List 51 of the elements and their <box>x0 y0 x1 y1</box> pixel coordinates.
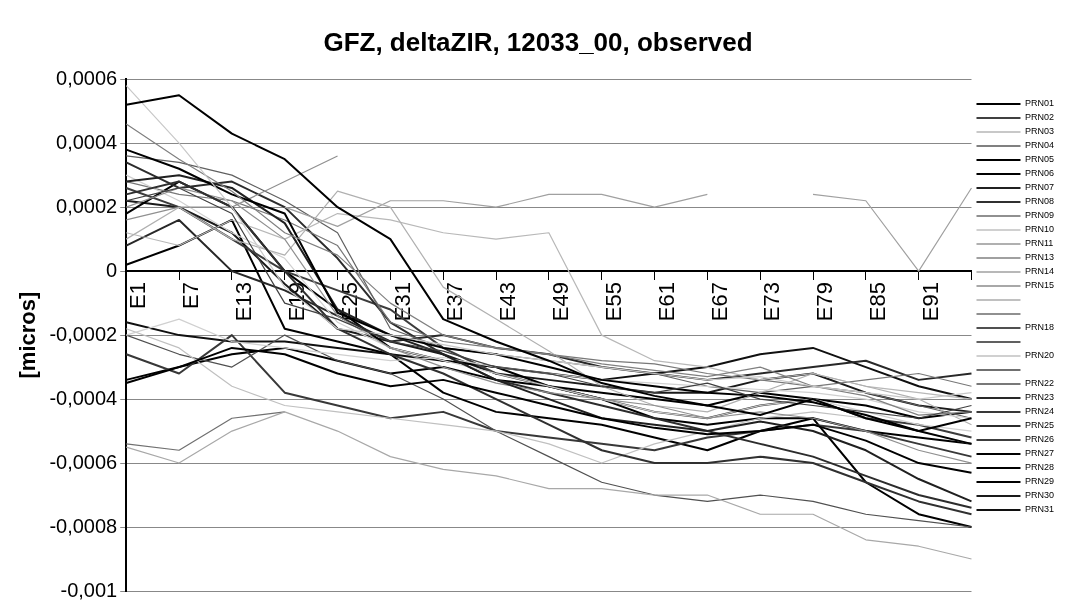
legend-label: PRN14 <box>1024 266 1054 277</box>
y-tick-label: 0,0004 <box>56 130 118 153</box>
legend-label: PRN29 <box>1024 476 1054 487</box>
legend-label: PRN31 <box>1024 504 1054 515</box>
legend-label: PRN13 <box>1024 252 1054 263</box>
legend-label: PRN10 <box>1024 224 1054 235</box>
legend-label: PRN22 <box>1024 378 1054 389</box>
x-tick-label: E43 <box>495 282 521 322</box>
legend-label: PRN25 <box>1024 420 1054 431</box>
legend-label: PRN23 <box>1024 392 1054 403</box>
y-tick-label: 0 <box>106 258 118 281</box>
x-tick-label: E37 <box>442 282 468 322</box>
legend-label: PRN02 <box>1024 112 1054 123</box>
y-tick-label: 0,0006 <box>56 66 118 89</box>
y-tick-label: -0,0004 <box>49 386 118 409</box>
y-tick-label: 0,0002 <box>56 194 118 217</box>
legend-label: PRN04 <box>1024 140 1054 151</box>
y-tick-label: -0,0002 <box>49 322 118 345</box>
x-tick-label: E61 <box>653 282 679 322</box>
y-tick-label: -0,0008 <box>49 514 118 537</box>
x-tick-label: E31 <box>389 282 415 322</box>
y-axis-title: [micros] <box>15 291 41 379</box>
legend-label: PRN01 <box>1024 98 1054 109</box>
x-tick-label: E79 <box>812 282 838 322</box>
x-tick-label: E91 <box>917 282 943 322</box>
x-tick-label: E67 <box>706 282 732 322</box>
legend-label: PRN09 <box>1024 210 1054 221</box>
y-tick-label: -0,0006 <box>49 450 118 473</box>
legend-label: PRN08 <box>1024 196 1054 207</box>
x-tick-label: E7 <box>178 282 204 310</box>
legend-label: PRN15 <box>1024 280 1054 291</box>
x-tick-label: E13 <box>231 282 257 322</box>
legend-label: PRN20 <box>1024 350 1054 361</box>
legend-label: PRN30 <box>1024 490 1054 501</box>
legend-label: PRN03 <box>1024 126 1054 137</box>
legend-label: PRN11 <box>1024 238 1054 249</box>
x-tick-label: E1 <box>125 282 151 310</box>
legend-label: PRN26 <box>1024 434 1054 445</box>
y-tick-label: -0,001 <box>60 578 118 601</box>
legend-label: PRN27 <box>1024 448 1054 459</box>
chart-title: GFZ, deltaZIR, 12033_00, observed <box>323 26 753 57</box>
x-tick-label: E55 <box>600 282 626 322</box>
x-tick-label: E85 <box>865 282 891 322</box>
legend-label: PRN05 <box>1024 154 1054 165</box>
x-tick-label: E73 <box>759 282 785 322</box>
legend-label: PRN24 <box>1024 406 1054 417</box>
legend-label: PRN18 <box>1024 322 1054 333</box>
legend-label: PRN06 <box>1024 168 1054 179</box>
legend-label: PRN07 <box>1024 182 1054 193</box>
legend-label: PRN28 <box>1024 462 1054 473</box>
x-tick-label: E49 <box>548 282 574 322</box>
